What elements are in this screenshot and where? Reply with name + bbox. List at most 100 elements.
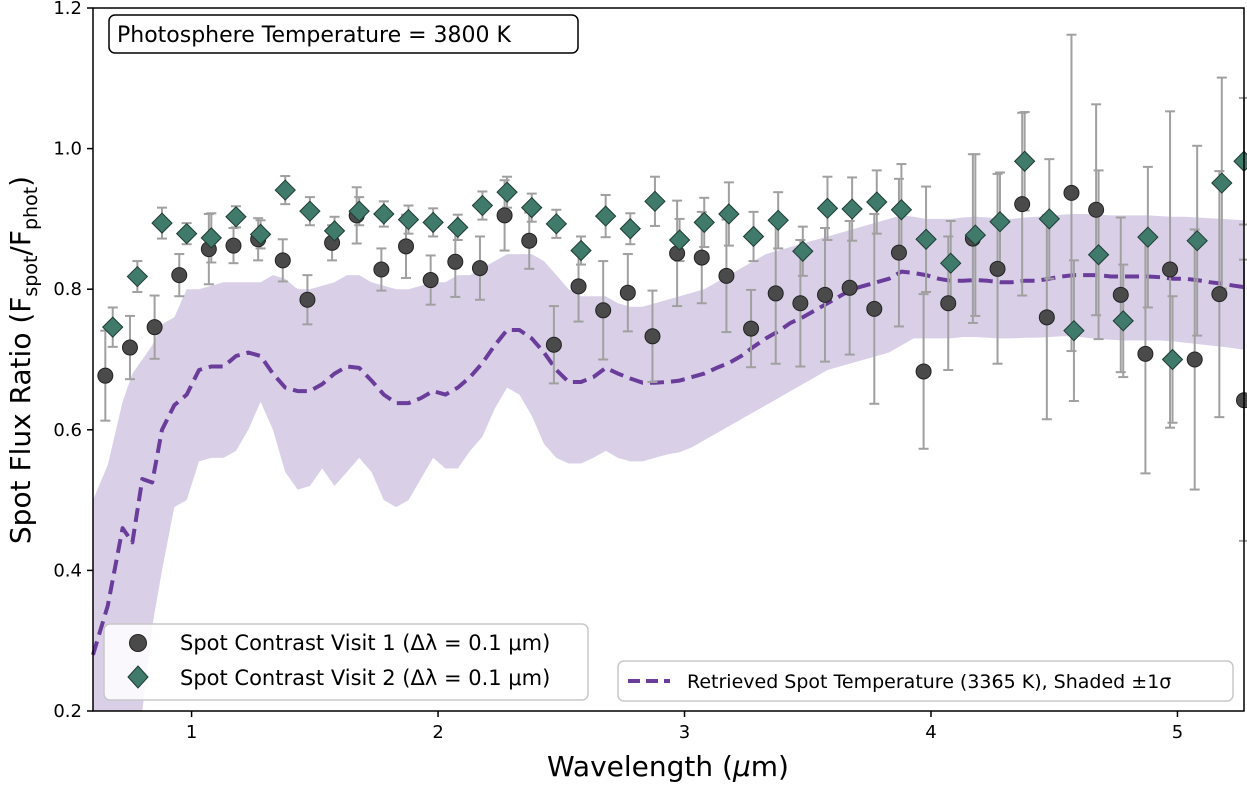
visit2-point <box>496 181 518 203</box>
visit1-point <box>422 272 439 289</box>
visit2-point <box>1112 310 1134 332</box>
y-axis-ticks: 0.2 0.4 0.6 0.8 1.0 1.2 <box>53 0 93 722</box>
visit1-point <box>545 336 562 353</box>
visit2-point <box>1211 172 1233 194</box>
y-tick-label: 0.8 <box>53 279 82 300</box>
visit2-point <box>816 197 839 220</box>
visit2-point <box>767 209 789 232</box>
visit2-point <box>619 218 642 240</box>
x-tick-label: 1 <box>186 722 197 743</box>
visit1-point <box>398 238 415 255</box>
y-tick-label: 0.6 <box>53 420 82 441</box>
visit2-point <box>397 208 420 231</box>
x-tick-label: 3 <box>679 722 690 743</box>
visit2-point <box>323 220 346 242</box>
visit2-point <box>471 194 494 217</box>
visit2-point <box>644 190 666 213</box>
legend-visit2-label: Spot Contrast Visit 2 (Δλ = 0.1 μm) <box>180 666 550 690</box>
x-axis-ticks: 1 2 3 4 5 <box>186 711 1183 743</box>
visit1-point <box>866 300 883 317</box>
x-tick-label: 5 <box>1172 722 1183 743</box>
visit2-point <box>594 205 617 227</box>
legend-left: Spot Contrast Visit 1 (Δλ = 0.1 μm) Spot… <box>103 623 589 701</box>
legend-model-label: Retrieved Spot Temperature (3365 K), Sha… <box>687 671 1171 693</box>
visit2-point <box>742 225 765 248</box>
visit1-point <box>1186 351 1203 368</box>
visit2-point <box>274 179 296 201</box>
visit1-point <box>171 267 188 284</box>
visit1-point <box>1088 201 1105 218</box>
visit1-point <box>841 279 858 296</box>
visit1-point <box>644 328 661 345</box>
visit1-point <box>299 291 316 308</box>
visit2-point <box>866 191 888 213</box>
visit2-point <box>249 223 272 246</box>
visit2-point <box>1063 319 1085 342</box>
visit1-point <box>767 285 784 302</box>
visit2-point <box>225 206 247 228</box>
visit1-point <box>1211 286 1228 303</box>
y-axis-label: Spot Flux Ratio (Fspot/Fphot) <box>4 176 42 544</box>
plot-frame <box>92 7 1245 712</box>
visit1-point <box>570 278 587 295</box>
visit2-point <box>668 229 691 251</box>
visit1-point <box>817 286 834 303</box>
visit2-point <box>1161 348 1184 371</box>
legend-right: Retrieved Spot Temperature (3365 K), Sha… <box>617 660 1234 702</box>
visit1-point <box>989 260 1006 277</box>
legend-visit1-label: Spot Contrast Visit 1 (Δλ = 0.1 μm) <box>180 631 550 655</box>
visit1-points-group <box>97 184 1247 409</box>
visit1-point <box>274 252 291 269</box>
visit2-point <box>1137 226 1159 248</box>
visit2-point <box>570 239 592 262</box>
visit1-point <box>1038 309 1055 326</box>
visit2-point <box>373 203 395 225</box>
visit1-point <box>743 320 760 337</box>
annotation-text: Photosphere Temperature = 3800 K <box>117 23 512 48</box>
y-tick-label: 0.4 <box>53 560 82 581</box>
visit2-points-group <box>102 150 1247 371</box>
visit1-point <box>1236 392 1247 409</box>
legend-visit2-marker <box>127 665 149 689</box>
visit1-point <box>471 260 488 277</box>
visit1-point <box>373 261 390 278</box>
visit2-point <box>718 203 740 225</box>
visit2-point <box>151 212 173 234</box>
visit1-point <box>121 339 138 356</box>
visit2-point <box>792 240 814 262</box>
visit1-point <box>97 367 114 384</box>
legend-left-frame <box>103 623 589 701</box>
y-tick-label: 1.0 <box>53 139 82 160</box>
visit2-point <box>964 224 987 246</box>
visit1-point <box>1112 286 1129 303</box>
visit1-point <box>496 207 513 224</box>
visit1-point <box>890 244 907 261</box>
legend-visit1-marker <box>129 634 147 652</box>
visit1-point <box>1162 261 1179 278</box>
visit1-point <box>1137 345 1154 362</box>
x-axis-label: Wavelength (μm) <box>547 750 789 783</box>
visit1-point <box>1014 196 1031 213</box>
x-tick-label: 2 <box>432 722 443 743</box>
visit1-point <box>595 302 612 319</box>
visit2-point <box>175 222 198 245</box>
visit2-point <box>102 316 124 338</box>
visit2-point <box>1013 150 1036 172</box>
visit2-point <box>348 200 370 222</box>
uncertainty-band-group <box>93 214 1244 711</box>
visit1-point <box>718 267 735 284</box>
visit2-point <box>989 211 1011 233</box>
visit1-point <box>225 237 242 254</box>
visit2-point <box>1087 244 1110 266</box>
visit2-point <box>422 211 444 234</box>
visit2-point <box>200 227 223 249</box>
y-tick-label: 1.2 <box>53 0 82 19</box>
visit1-point <box>521 232 538 249</box>
visit2-point <box>545 213 568 235</box>
visit1-point <box>146 319 163 336</box>
visit1-point <box>1063 184 1080 201</box>
visit1-point <box>693 249 710 266</box>
visit2-point <box>939 252 962 274</box>
visit2-point <box>890 199 913 221</box>
visit2-point <box>915 228 937 250</box>
